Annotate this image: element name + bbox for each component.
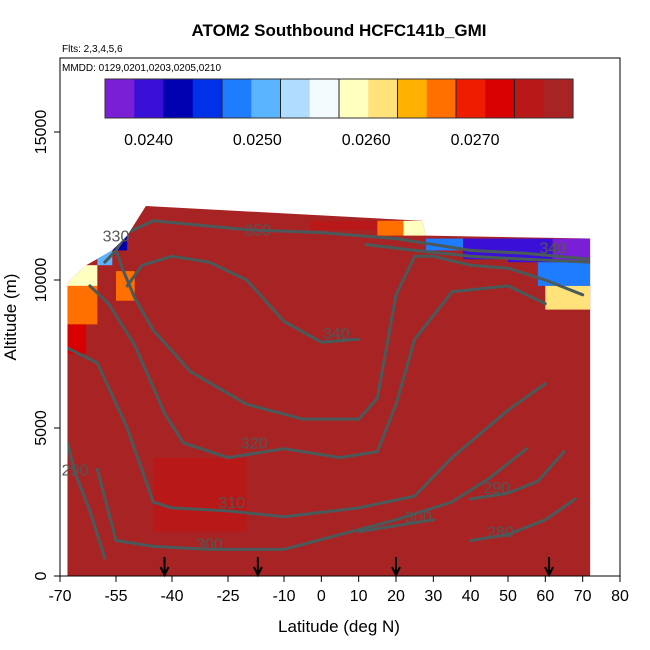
heatmap-cell [67, 285, 98, 325]
x-tick-label: 40 [462, 588, 480, 605]
contour-label: 330 [103, 229, 130, 246]
y-axis-label: Altitude (m) [1, 274, 20, 361]
contour-line [125, 254, 361, 344]
y-tick-label: 5000 [33, 410, 50, 446]
contour-label: 300 [196, 536, 223, 553]
contour-label: 280 [487, 525, 514, 542]
heatmap-cell [537, 262, 591, 286]
colorbar-tick-label: 0.0250 [233, 132, 282, 149]
contour-label: 300 [405, 510, 432, 527]
contour-label: 320 [241, 436, 268, 453]
dates-subtitle: MMDD: 0129,0201,0203,0205,0210 [62, 63, 221, 74]
colorbar-swatch [280, 79, 311, 118]
x-tick-label: 20 [387, 588, 405, 605]
x-tick-label: -40 [160, 588, 183, 605]
y-tick-label: 15000 [33, 110, 50, 155]
heatmap-cell [508, 238, 553, 263]
y-axis: 0 5000 10000 15000 [33, 110, 60, 580]
colorbar-swatch [514, 79, 545, 118]
contour-line [357, 518, 435, 534]
colorbar-swatch [105, 79, 135, 118]
arrow-head [159, 566, 170, 578]
y-tick-label: 0 [33, 571, 50, 580]
heatmap-cell [377, 220, 404, 236]
contour-label: 290 [483, 480, 510, 497]
flight-arrows [159, 557, 554, 578]
contour-label: 290 [62, 462, 89, 479]
heatmap-cell [310, 220, 378, 230]
contour-label: 340 [323, 326, 350, 343]
contour-label: 310 [218, 495, 245, 512]
x-tick-label: 80 [611, 588, 629, 605]
colorbar-swatch [456, 79, 486, 118]
colorbar-swatch [309, 79, 340, 118]
y-tick-label: 10000 [33, 258, 50, 303]
colorbar-swatch [426, 79, 457, 118]
x-tick-label: 10 [350, 588, 368, 605]
colorbar-tick-label: 0.0270 [451, 132, 500, 149]
chart-title: ATOM2 Southbound HCFC141b_GMI [192, 21, 487, 40]
x-axis-label: Latitude (deg N) [278, 617, 400, 636]
contour-lines [67, 219, 591, 560]
contour-line [469, 497, 577, 542]
heatmap-cell [425, 238, 464, 251]
contour-line [469, 450, 566, 501]
arrow-head [252, 566, 263, 578]
arrow-head [544, 566, 554, 578]
contour-label: 350 [245, 223, 272, 240]
x-tick-label: 70 [574, 588, 592, 605]
contour-line [114, 219, 591, 261]
colorbar-swatch [163, 79, 194, 118]
contour-line [103, 248, 585, 421]
colorbar-swatch [543, 79, 574, 118]
contour-line [67, 346, 547, 519]
x-tick-label: 0 [317, 588, 326, 605]
colorbar-swatch [485, 79, 516, 118]
x-tick-label: -70 [48, 588, 71, 605]
heatmap-cell [116, 271, 135, 301]
colorbar-swatch [222, 79, 252, 118]
x-tick-label: 30 [424, 588, 442, 605]
colorbar-swatch [397, 79, 428, 118]
contour-label: 340 [539, 240, 566, 257]
contour-line [67, 441, 107, 560]
x-tick-label: -25 [216, 588, 239, 605]
colorbar-swatch [251, 79, 282, 118]
contour-labels: 350 340 340 330 320 310 300 300 290 290 280 [62, 223, 567, 554]
colorbar-swatch [192, 79, 223, 118]
contour-line [364, 243, 591, 264]
heatmap-cell [67, 324, 87, 354]
x-axis: -70 -55 -40 -25 -10 0 10 20 30 40 50 60 70 80 [48, 576, 629, 605]
colorbar-tick-label: 0.0240 [124, 132, 173, 149]
heatmap-cell [403, 220, 426, 236]
contour-line [88, 284, 547, 460]
heatmap-cell [463, 238, 508, 260]
colorbar-tick-label: 0.0260 [342, 132, 391, 149]
heatmap-cell [104, 540, 247, 576]
x-tick-label: -55 [104, 588, 127, 605]
colorbar-swatch [339, 79, 369, 118]
heatmap-cell [153, 457, 247, 532]
colorbar-swatch [134, 79, 165, 118]
plot-frame [59, 57, 621, 577]
x-tick-label: 50 [499, 588, 517, 605]
arrow-head [391, 566, 401, 578]
x-tick-label: 60 [536, 588, 554, 605]
contour-line [95, 447, 529, 551]
x-tick-label: -10 [272, 588, 295, 605]
colorbar: 0.0240 0.0250 0.0260 0.0270 [104, 78, 574, 149]
flights-subtitle: Flts: 2,3,4,5,6 [62, 44, 123, 55]
colorbar-swatch [368, 79, 399, 118]
